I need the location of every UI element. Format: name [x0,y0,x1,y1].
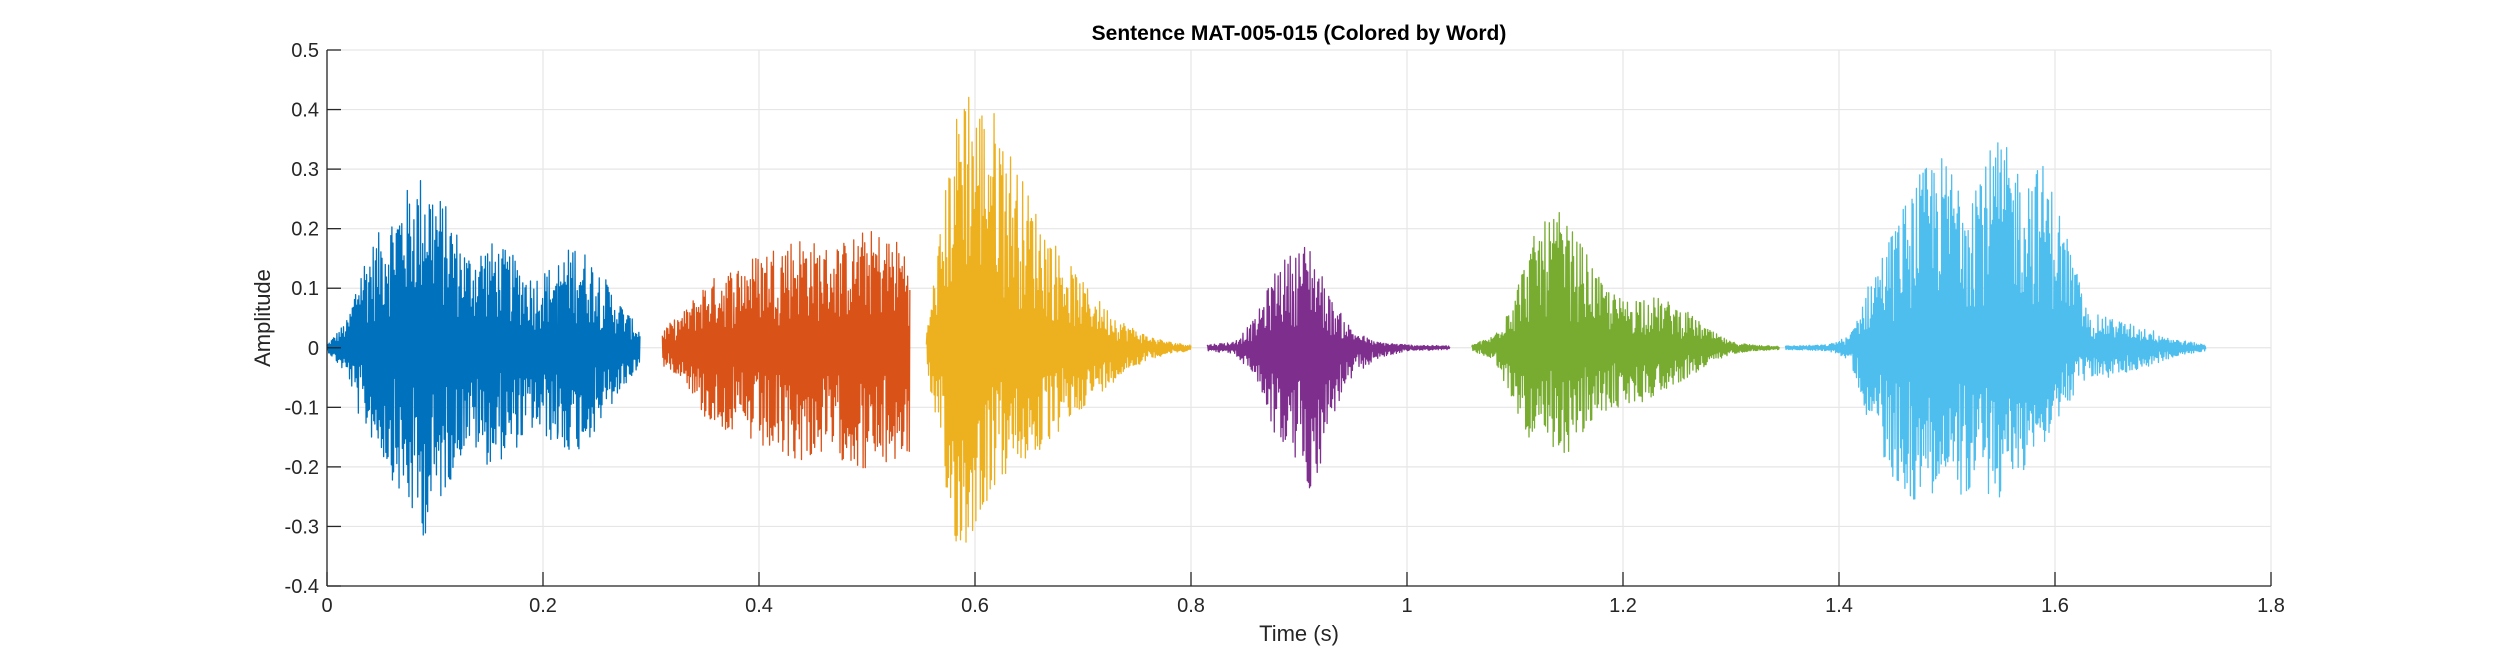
y-tick-label: 0.4 [291,100,319,122]
y-tick-label: -0.2 [285,457,319,479]
waveform-line-4 [1206,246,1451,489]
y-axis-label: Amplitude [250,269,275,367]
waveform-line-3 [925,96,1192,543]
y-tick-label: 0.3 [291,159,319,181]
x-tick-labels: 0 0.2 0.4 0.6 0.8 1 1.2 1.4 1.6 1.8 [321,595,2284,617]
chart-title: Sentence MAT-005-015 (Colored by Word) [1092,22,1507,45]
waveform-line-2 [661,231,911,469]
y-tick-label: -0.1 [285,397,319,419]
x-tick-label: 0.6 [961,595,989,617]
x-tick-label: 1.4 [1825,595,1853,617]
y-tick-label: 0 [308,338,319,360]
y-tick-labels: -0.4 -0.3 -0.2 -0.1 0 0.1 0.2 0.3 0.4 0.5 [285,40,319,598]
x-tick-label: 0.8 [1177,595,1205,617]
axes [326,49,2272,587]
y-tick-label: 0.5 [291,40,319,62]
x-tick-label: 1.2 [1609,595,1637,617]
x-tick-label: 0.2 [529,595,557,617]
waveform-series [326,96,2207,543]
x-tick-label: 0.4 [745,595,773,617]
waveform-line-5 [1471,212,1780,454]
x-tick-label: 0 [321,595,332,617]
y-tick-label: -0.3 [285,516,319,538]
y-tick-label: 0.1 [291,278,319,300]
x-tick-label: 1 [1401,595,1412,617]
y-tick-label: -0.4 [285,576,319,598]
waveform-line-6 [1784,142,2207,500]
x-tick-label: 1.8 [2257,595,2285,617]
x-tick-label: 1.6 [2041,595,2069,617]
y-tick-label: 0.2 [291,219,319,241]
waveform-line-1 [326,179,641,536]
x-axis-label: Time (s) [1259,621,1339,646]
